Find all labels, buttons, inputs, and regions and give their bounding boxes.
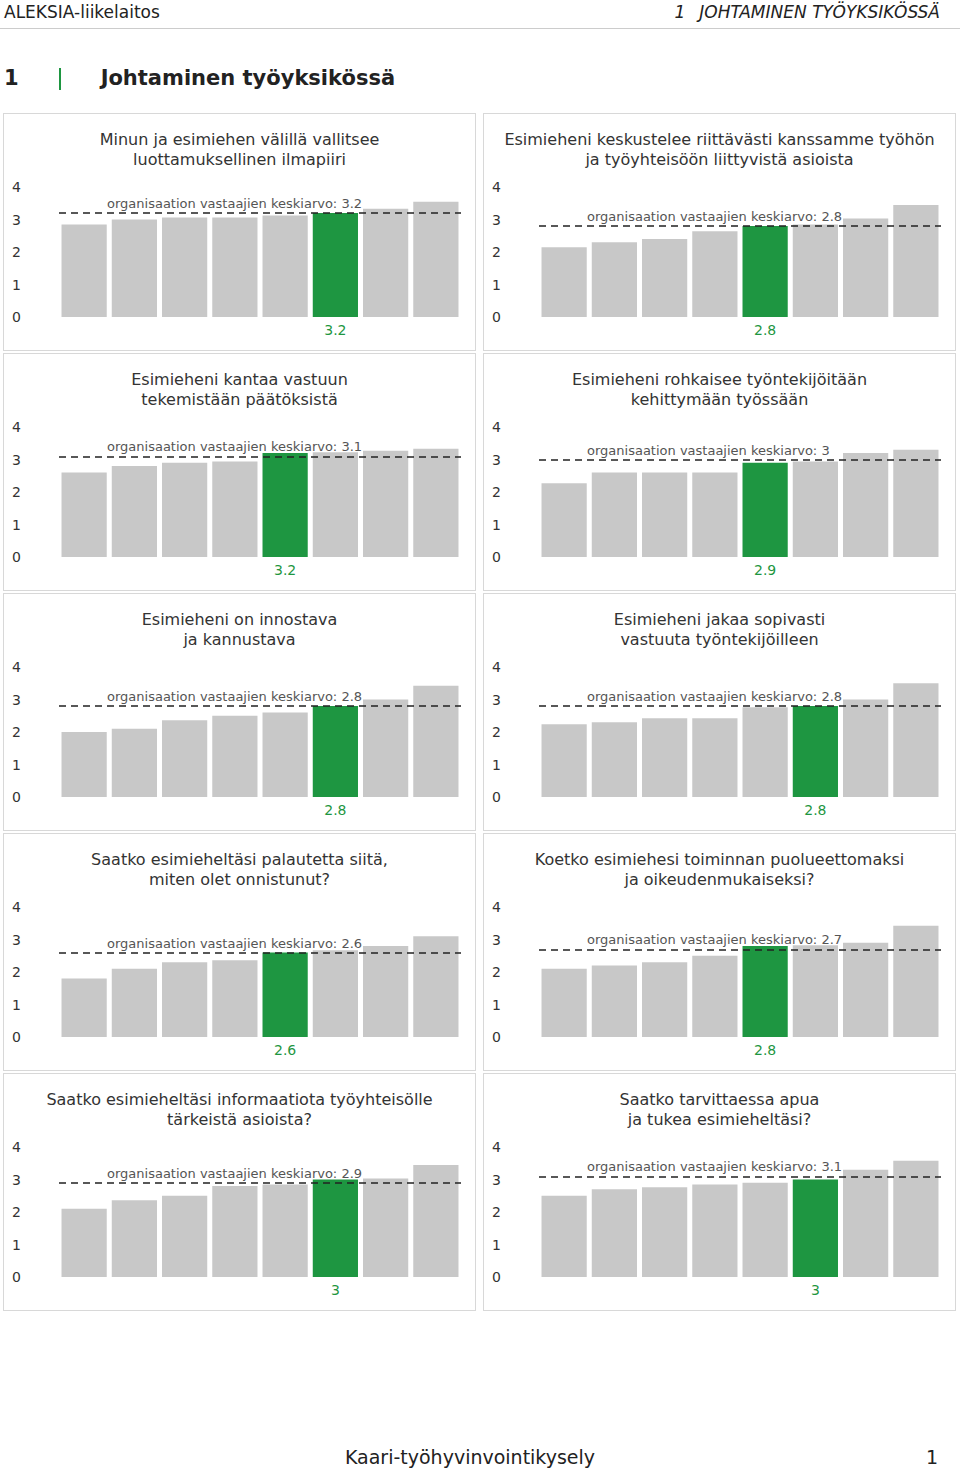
svg-text:4: 4 [492, 179, 501, 195]
svg-text:vastuuta työntekijöilleen: vastuuta työntekijöilleen [620, 630, 818, 649]
svg-text:Esimieheni on innostava: Esimieheni on innostava [142, 610, 338, 629]
svg-text:3: 3 [492, 212, 501, 228]
svg-text:4: 4 [12, 1139, 21, 1155]
svg-text:2: 2 [492, 1204, 501, 1220]
svg-text:Esimieheni rohkaisee työntekij: Esimieheni rohkaisee työntekijöitään [572, 370, 867, 389]
svg-text:Koetko esimiehesi toiminnan pu: Koetko esimiehesi toiminnan puolueettoma… [535, 850, 905, 869]
svg-text:2.8: 2.8 [754, 1042, 776, 1058]
svg-text:2.9: 2.9 [754, 562, 776, 578]
svg-text:2: 2 [492, 244, 501, 260]
svg-text:2: 2 [492, 484, 501, 500]
svg-text:organisaation vastaajien keski: organisaation vastaajien keskiarvo: 3 [587, 443, 830, 458]
svg-text:Saatko tarvittaessa apua: Saatko tarvittaessa apua [620, 1090, 820, 1109]
svg-text:3.2: 3.2 [274, 562, 296, 578]
svg-text:4: 4 [492, 1139, 501, 1155]
svg-text:4: 4 [492, 659, 501, 675]
svg-text:4: 4 [12, 899, 21, 915]
svg-text:1: 1 [12, 1237, 21, 1253]
svg-text:1: 1 [492, 997, 501, 1013]
svg-text:2.8: 2.8 [324, 802, 346, 818]
svg-text:organisaation vastaajien keski: organisaation vastaajien keskiarvo: 2.8 [587, 209, 842, 224]
svg-text:Esimieheni keskustelee riittäv: Esimieheni keskustelee riittävästi kanss… [504, 130, 934, 149]
svg-text:3: 3 [492, 452, 501, 468]
svg-text:2: 2 [12, 724, 21, 740]
svg-text:Minun ja esimiehen välillä val: Minun ja esimiehen välillä vallitsee [100, 130, 380, 149]
svg-text:organisaation vastaajien keski: organisaation vastaajien keskiarvo: 3.1 [107, 439, 362, 454]
svg-text:0: 0 [492, 1269, 501, 1285]
svg-text:3: 3 [811, 1282, 820, 1298]
svg-text:tärkeistä asioista?: tärkeistä asioista? [167, 1110, 312, 1129]
svg-text:0: 0 [12, 549, 21, 565]
svg-text:4: 4 [492, 899, 501, 915]
svg-text:0: 0 [492, 549, 501, 565]
svg-text:3: 3 [492, 932, 501, 948]
svg-text:3: 3 [12, 932, 21, 948]
svg-text:2: 2 [492, 964, 501, 980]
svg-text:ja työyhteisöön liittyvistä as: ja työyhteisöön liittyvistä asioista [584, 150, 853, 169]
svg-text:3: 3 [12, 452, 21, 468]
svg-text:0: 0 [492, 309, 501, 325]
svg-text:Saatko esimieheltäsi informaat: Saatko esimieheltäsi informaatiota työyh… [46, 1090, 432, 1109]
svg-text:0: 0 [12, 789, 21, 805]
svg-text:4: 4 [12, 659, 21, 675]
svg-text:2: 2 [492, 724, 501, 740]
svg-text:0: 0 [492, 1029, 501, 1045]
html-text:1: 1 [4, 66, 19, 90]
svg-text:0: 0 [492, 789, 501, 805]
svg-text:4: 4 [12, 419, 21, 435]
svg-text:1: 1 [12, 757, 21, 773]
html-text:1: 1 [674, 2, 686, 22]
svg-text:organisaation vastaajien keski: organisaation vastaajien keskiarvo: 2.9 [107, 1166, 362, 1181]
svg-text:ja kannustava: ja kannustava [182, 630, 295, 649]
svg-text:4: 4 [492, 419, 501, 435]
svg-text:0: 0 [12, 1269, 21, 1285]
svg-text:ja tukea esimieheltäsi?: ja tukea esimieheltäsi? [627, 1110, 811, 1129]
svg-text:organisaation vastaajien keski: organisaation vastaajien keskiarvo: 2.8 [107, 689, 362, 704]
svg-text:organisaation vastaajien keski: organisaation vastaajien keskiarvo: 3.2 [107, 196, 362, 211]
svg-text:1: 1 [492, 1237, 501, 1253]
svg-text:1: 1 [12, 997, 21, 1013]
svg-text:0: 0 [12, 309, 21, 325]
svg-text:kehittymään työssään: kehittymään työssään [631, 390, 809, 409]
svg-text:miten olet onnistunut?: miten olet onnistunut? [149, 870, 330, 889]
svg-text:organisaation vastaajien keski: organisaation vastaajien keskiarvo: 2.6 [107, 936, 362, 951]
svg-text:2: 2 [12, 1204, 21, 1220]
svg-text:2.8: 2.8 [804, 802, 826, 818]
svg-text:2: 2 [12, 484, 21, 500]
svg-text:2.8: 2.8 [754, 322, 776, 338]
svg-text:0: 0 [12, 1029, 21, 1045]
html-text:1: 1 [925, 1446, 938, 1468]
svg-text:3: 3 [492, 692, 501, 708]
svg-text:organisaation vastaajien keski: organisaation vastaajien keskiarvo: 2.7 [587, 932, 842, 947]
svg-text:1: 1 [492, 757, 501, 773]
svg-text:luottamuksellinen ilmapiiri: luottamuksellinen ilmapiiri [133, 150, 346, 169]
html-text:JOHTAMINEN TYÖYKSIKÖSSÄ: JOHTAMINEN TYÖYKSIKÖSSÄ [699, 2, 940, 22]
svg-text:1: 1 [12, 517, 21, 533]
svg-text:2: 2 [12, 244, 21, 260]
svg-text:Saatko esimieheltäsi palautett: Saatko esimieheltäsi palautetta siitä, [91, 850, 388, 869]
svg-text:Esimieheni jakaa sopivasti: Esimieheni jakaa sopivasti [614, 610, 825, 629]
svg-text:3: 3 [492, 1172, 501, 1188]
svg-text:4: 4 [12, 179, 21, 195]
html-text:Kaari-työhyvinvointikysely: Kaari-työhyvinvointikysely [344, 1446, 596, 1468]
svg-text:3: 3 [331, 1282, 340, 1298]
html-text:Johtaminen työyksikössä: Johtaminen työyksikössä [100, 66, 396, 90]
svg-text:3: 3 [12, 1172, 21, 1188]
svg-text:tekemistään päätöksistä: tekemistään päätöksistä [141, 390, 337, 409]
svg-text:3.2: 3.2 [324, 322, 346, 338]
svg-text:1: 1 [492, 517, 501, 533]
svg-text:Esimieheni kantaa vastuun: Esimieheni kantaa vastuun [131, 370, 348, 389]
svg-text:1: 1 [12, 277, 21, 293]
svg-text:2: 2 [12, 964, 21, 980]
svg-text:2.6: 2.6 [274, 1042, 296, 1058]
html-text:ALEKSIA-liikelaitos: ALEKSIA-liikelaitos [4, 2, 160, 22]
svg-text:organisaation vastaajien keski: organisaation vastaajien keskiarvo: 2.8 [587, 689, 842, 704]
svg-text:3: 3 [12, 212, 21, 228]
svg-text:3: 3 [12, 692, 21, 708]
svg-text:1: 1 [492, 277, 501, 293]
svg-text:organisaation vastaajien keski: organisaation vastaajien keskiarvo: 3.1 [587, 1159, 842, 1174]
svg-text:ja oikeudenmukaiseksi?: ja oikeudenmukaiseksi? [623, 870, 814, 889]
